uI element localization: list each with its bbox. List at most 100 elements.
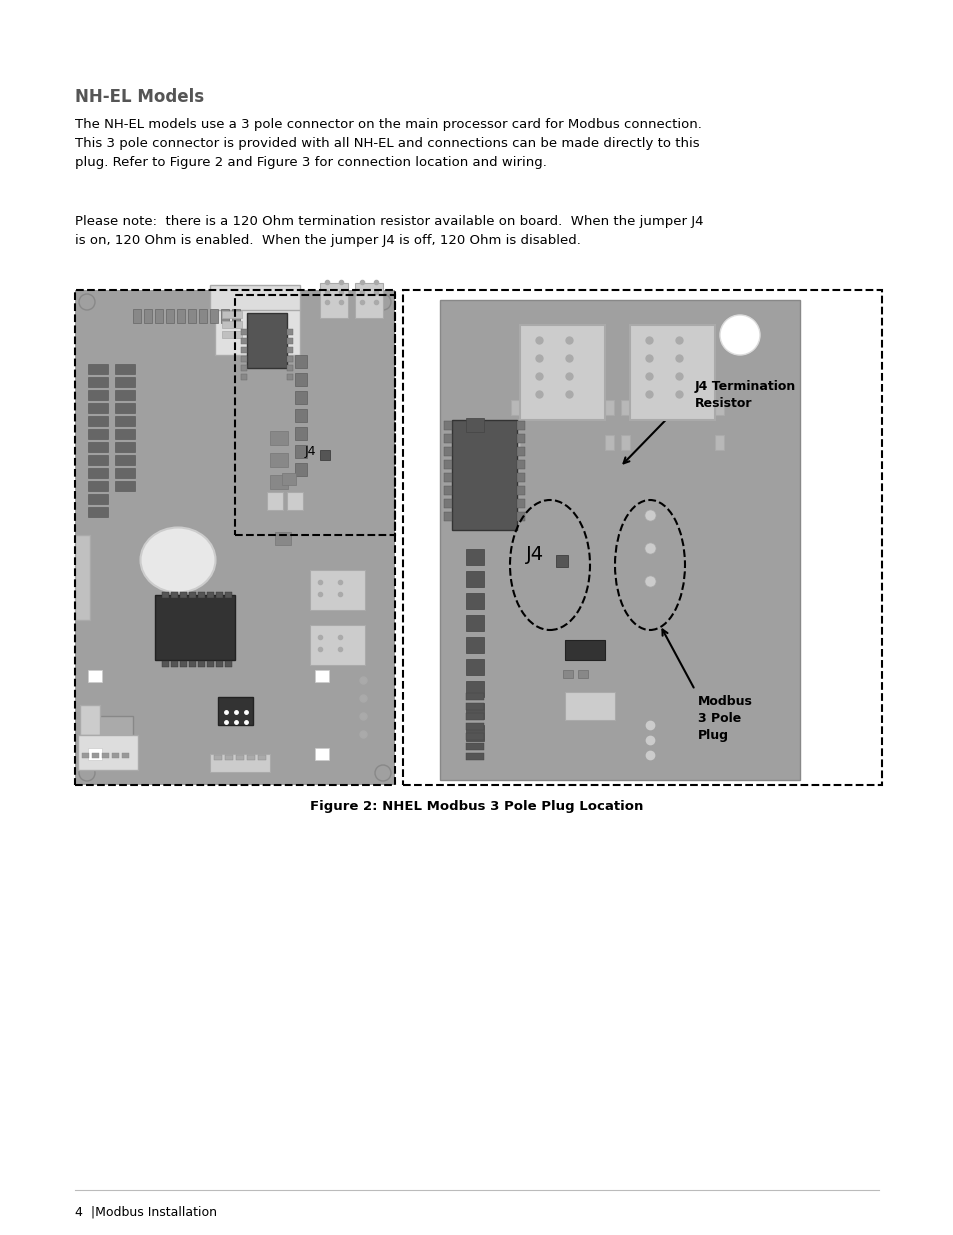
Bar [270,431,288,445]
Bar [88,748,102,760]
Bar [629,325,714,420]
Bar [443,421,452,430]
Bar [465,659,483,676]
Bar [189,592,195,598]
Bar [443,447,452,456]
Bar [604,435,614,450]
Bar [517,473,524,482]
Bar [88,364,108,374]
Bar [225,661,232,667]
Bar [402,290,882,785]
Bar [465,734,483,740]
Bar [465,637,483,653]
Bar [517,459,524,469]
Bar [274,532,291,545]
Bar [241,366,247,370]
Bar [115,364,135,374]
Bar [88,716,132,739]
Bar [115,480,135,492]
Bar [465,722,483,730]
Bar [294,409,307,422]
Bar [115,416,135,426]
Bar [235,755,244,760]
Circle shape [720,315,760,354]
Bar [443,433,452,443]
Bar [166,309,173,324]
Bar [517,487,524,495]
Bar [234,295,395,535]
Bar [122,753,129,758]
Bar [88,508,108,517]
Bar [88,442,108,452]
Bar [102,753,109,758]
Bar [562,671,573,678]
Bar [578,671,587,678]
Bar [154,309,163,324]
Bar [439,300,800,781]
Bar [294,373,307,387]
Bar [241,356,247,362]
Bar [310,571,365,610]
Bar [88,468,108,478]
Bar [241,347,247,353]
Bar [75,535,90,620]
Bar [180,661,187,667]
Bar [232,309,240,324]
Bar [112,753,119,758]
Bar [452,420,517,530]
Text: J4: J4 [525,546,543,564]
Bar [511,400,519,415]
Text: Modbus
3 Pole
Plug: Modbus 3 Pole Plug [698,695,752,742]
Bar [91,753,99,758]
Bar [443,513,452,521]
Bar [210,309,218,324]
Bar [88,480,108,492]
Bar [177,309,185,324]
Text: The NH-EL models use a 3 pole connector on the main processor card for Modbus co: The NH-EL models use a 3 pole connector … [75,119,701,169]
Circle shape [79,764,95,781]
Bar [287,329,293,335]
Text: NH-EL Models: NH-EL Models [75,88,204,106]
Bar [294,354,307,368]
Bar [465,571,483,587]
Bar [465,713,483,720]
Bar [144,309,152,324]
Bar [270,453,288,467]
Bar [517,499,524,508]
Bar [282,473,295,485]
Bar [465,753,483,760]
Bar [465,725,483,741]
Bar [171,592,178,598]
Bar [180,592,187,598]
Bar [564,692,615,720]
Bar [287,492,303,510]
Text: J4 Termination
Resistor: J4 Termination Resistor [695,380,796,410]
Bar [75,290,395,785]
Bar [319,283,348,317]
Bar [225,592,232,598]
Bar [517,421,524,430]
Bar [287,356,293,362]
Bar [225,755,233,760]
Bar [319,450,330,459]
Bar [198,592,205,598]
Bar [714,400,723,415]
Bar [88,671,102,682]
Bar [115,377,135,387]
Circle shape [79,294,95,310]
Text: J4: J4 [305,446,316,458]
Bar [247,755,254,760]
Bar [88,403,108,412]
Bar [287,366,293,370]
Bar [465,703,483,719]
Bar [294,427,307,440]
Bar [314,748,329,760]
Bar [267,492,283,510]
Bar [465,680,483,697]
Bar [465,615,483,631]
Bar [162,661,169,667]
Bar [270,475,288,489]
Bar [247,312,287,368]
Bar [75,290,395,785]
Bar [115,403,135,412]
